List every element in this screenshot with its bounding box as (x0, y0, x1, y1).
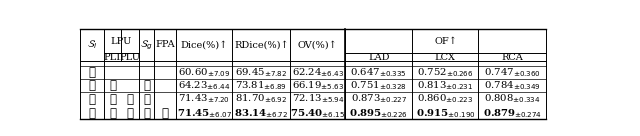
Text: 0.873$_{\pm0.227}$: 0.873$_{\pm0.227}$ (351, 93, 407, 105)
Text: OV(%)↑: OV(%)↑ (298, 40, 338, 49)
Text: 0.747$_{\pm0.360}$: 0.747$_{\pm0.360}$ (484, 67, 541, 79)
Text: ✓: ✓ (109, 107, 116, 120)
Text: 69.45$_{\pm7.82}$: 69.45$_{\pm7.82}$ (236, 67, 287, 79)
Text: ✓: ✓ (143, 107, 150, 120)
Text: PLI: PLI (104, 53, 121, 62)
Text: 60.60$_{\pm7.09}$: 60.60$_{\pm7.09}$ (178, 67, 230, 79)
Text: 0.751$_{\pm0.328}$: 0.751$_{\pm0.328}$ (351, 80, 407, 92)
Text: ✓: ✓ (88, 66, 95, 79)
Text: ✓: ✓ (126, 107, 133, 120)
Text: ✓: ✓ (143, 93, 150, 106)
Text: 0.808$_{\pm0.334}$: 0.808$_{\pm0.334}$ (484, 93, 541, 105)
Text: 75.40$_{\pm6.15}$: 75.40$_{\pm6.15}$ (291, 107, 345, 120)
Text: LAD: LAD (368, 53, 390, 62)
Text: 66.19$_{\pm5.63}$: 66.19$_{\pm5.63}$ (292, 80, 344, 92)
Text: 64.23$_{\pm6.44}$: 64.23$_{\pm6.44}$ (178, 80, 230, 92)
Text: OF↑: OF↑ (435, 37, 457, 46)
Text: 72.13$_{\pm5.94}$: 72.13$_{\pm5.94}$ (292, 93, 344, 105)
Text: Dice(%)↑: Dice(%)↑ (180, 40, 228, 49)
Text: ✓: ✓ (109, 79, 116, 92)
Text: ✓: ✓ (88, 93, 95, 106)
Text: 0.647$_{\pm0.335}$: 0.647$_{\pm0.335}$ (351, 67, 407, 79)
Text: 0.915$_{\pm0.190}$: 0.915$_{\pm0.190}$ (415, 107, 475, 120)
Text: 83.14$_{\pm6.72}$: 83.14$_{\pm6.72}$ (234, 107, 289, 120)
Text: 0.860$_{\pm0.223}$: 0.860$_{\pm0.223}$ (417, 93, 474, 105)
Text: 73.81$_{\pm6.89}$: 73.81$_{\pm6.89}$ (236, 80, 287, 92)
Text: LCX: LCX (435, 53, 456, 62)
Text: 0.752$_{\pm0.266}$: 0.752$_{\pm0.266}$ (417, 67, 474, 79)
Text: 71.45$_{\pm6.07}$: 71.45$_{\pm6.07}$ (177, 107, 232, 120)
Text: RDice(%)↑: RDice(%)↑ (234, 40, 289, 49)
Text: $\mathcal{S}_g$: $\mathcal{S}_g$ (140, 38, 153, 52)
Text: 81.70$_{\pm6.92}$: 81.70$_{\pm6.92}$ (236, 93, 287, 105)
Text: RCA: RCA (501, 53, 523, 62)
Text: ✓: ✓ (161, 107, 168, 120)
Text: ✓: ✓ (88, 107, 95, 120)
Text: PLU: PLU (119, 53, 140, 62)
Text: ✓: ✓ (143, 79, 150, 92)
Text: 0.895$_{\pm0.226}$: 0.895$_{\pm0.226}$ (349, 107, 408, 120)
Text: LPU: LPU (111, 37, 132, 46)
Text: ✓: ✓ (88, 79, 95, 92)
Text: FPA: FPA (156, 40, 175, 49)
Text: 0.784$_{\pm0.349}$: 0.784$_{\pm0.349}$ (484, 80, 541, 92)
Text: ✓: ✓ (126, 93, 133, 106)
Text: 62.24$_{\pm6.43}$: 62.24$_{\pm6.43}$ (292, 67, 344, 79)
Text: 71.43$_{\pm7.20}$: 71.43$_{\pm7.20}$ (178, 93, 230, 105)
Text: ✓: ✓ (109, 93, 116, 106)
Text: 0.813$_{\pm0.231}$: 0.813$_{\pm0.231}$ (417, 80, 473, 92)
Text: $\mathcal{S}_l$: $\mathcal{S}_l$ (86, 38, 97, 51)
Text: 0.879$_{\pm0.274}$: 0.879$_{\pm0.274}$ (483, 107, 541, 120)
